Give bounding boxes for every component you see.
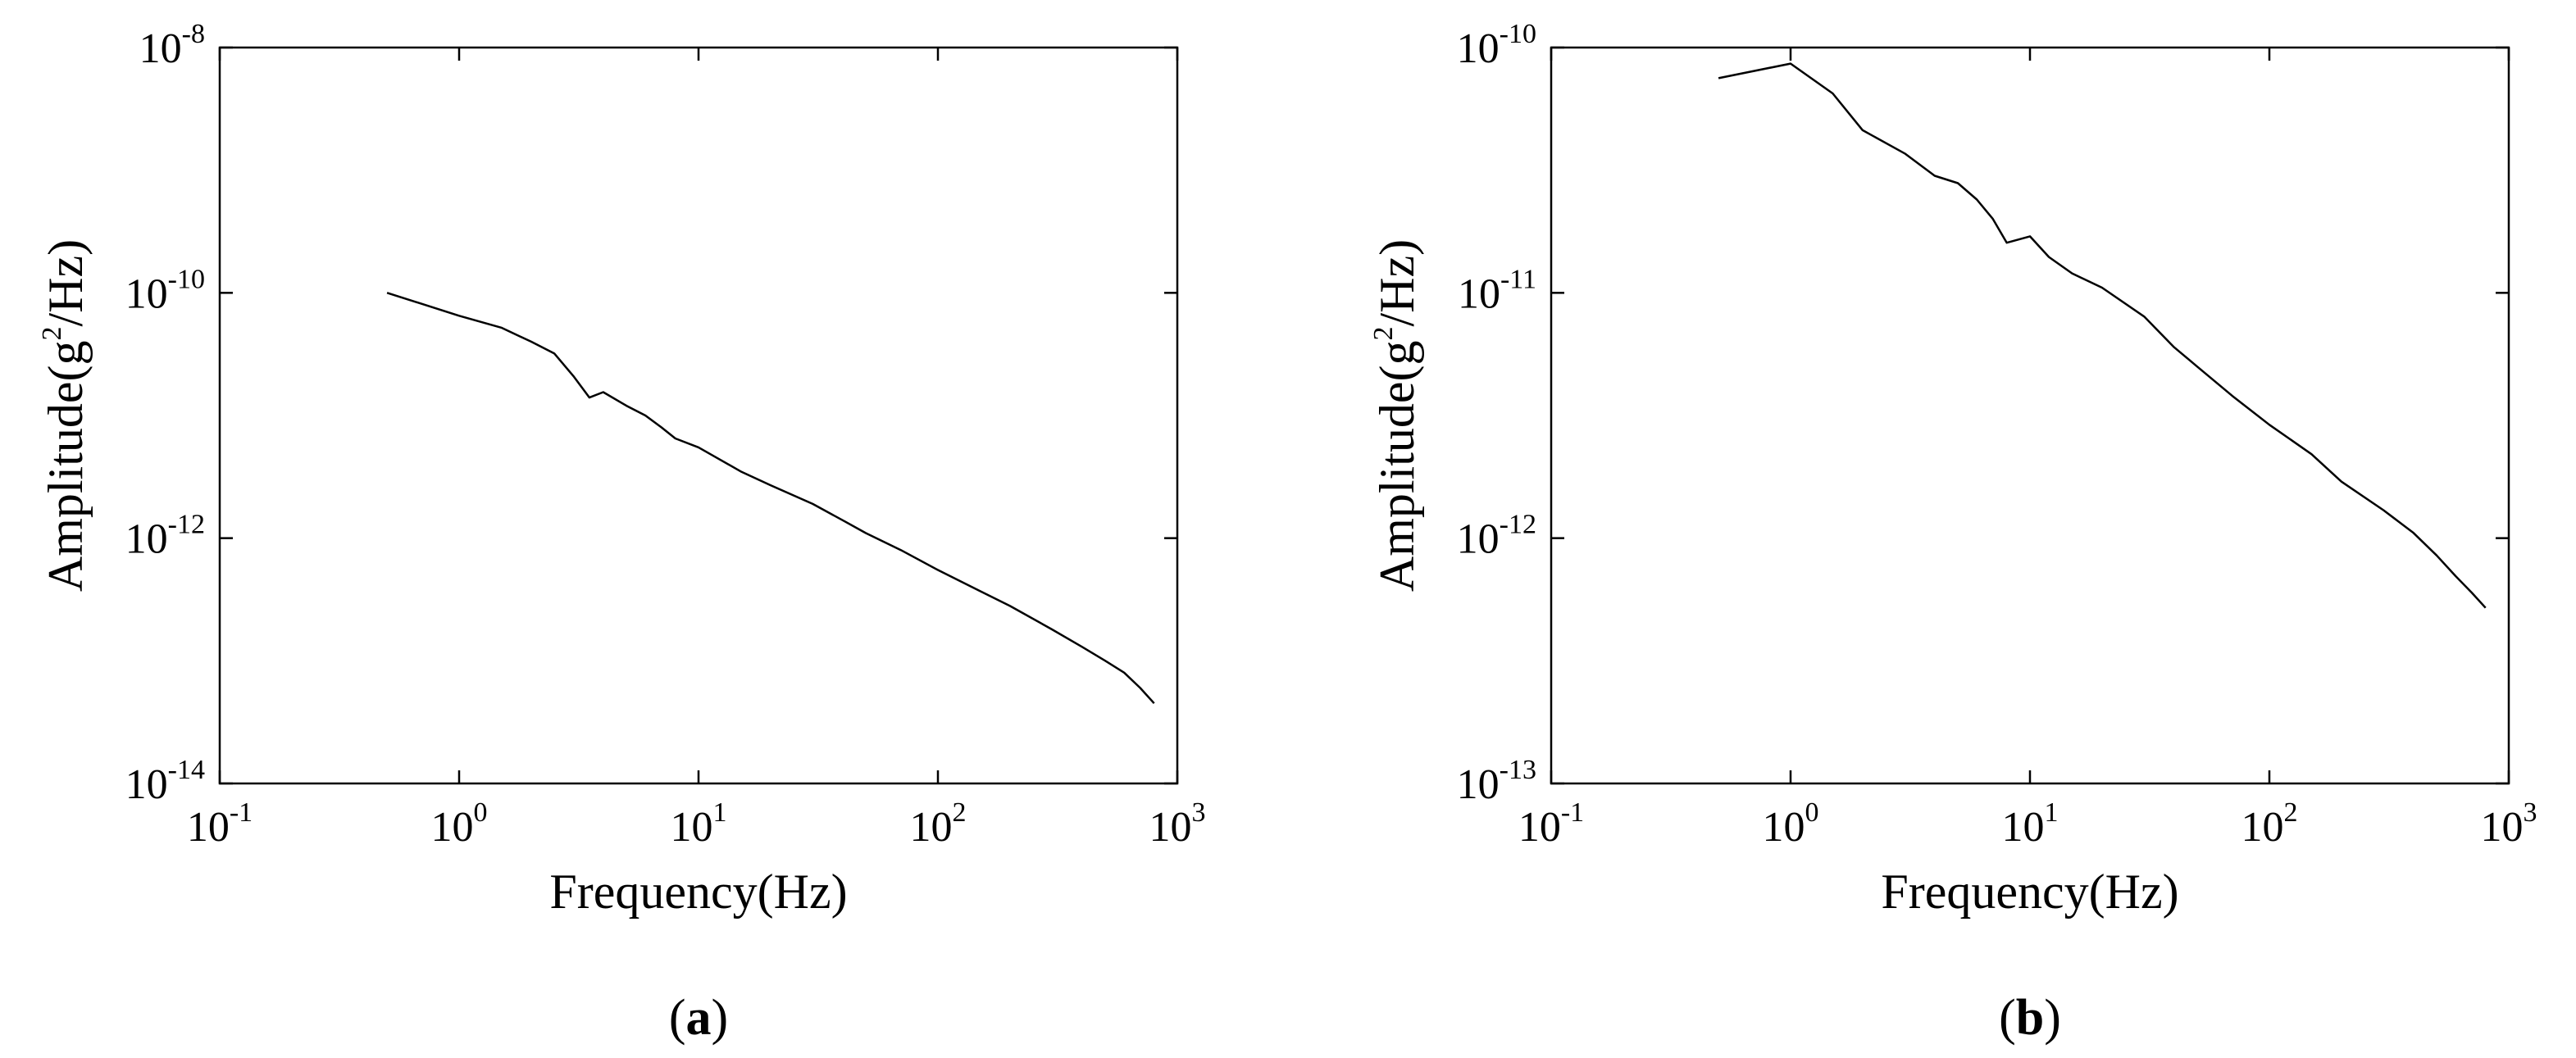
y-tick-label: 10-8 bbox=[139, 19, 205, 72]
series-line bbox=[386, 292, 1155, 705]
y-tick-label: 10-12 bbox=[1457, 510, 1536, 563]
plot-frame bbox=[1550, 46, 2510, 785]
x-tick-label: 10-1 bbox=[187, 797, 253, 851]
plot-frame bbox=[218, 46, 1179, 785]
chart-panel-a: 10-1 100 101 102 103 10-8 10-10 10-12 10-14 Frequ… bbox=[37, 19, 1206, 1046]
x-tick-label: 101 bbox=[2002, 797, 2059, 851]
y-tick-label: 10-12 bbox=[125, 510, 205, 563]
y-axis-label: Amplitude(g2/Hz) bbox=[1368, 239, 1424, 592]
series-line bbox=[1718, 62, 2487, 609]
x-axis-label: Frequency(Hz) bbox=[1881, 865, 2178, 919]
x-tick-label: 101 bbox=[671, 797, 727, 851]
y-tick-label: 10-13 bbox=[1457, 755, 1536, 808]
y-tick-label: 10-10 bbox=[125, 264, 205, 317]
panel-label: (a) bbox=[669, 990, 728, 1046]
panel-label: (b) bbox=[1999, 990, 2061, 1046]
x-tick-label: 102 bbox=[2241, 797, 2298, 851]
y-tick-label: 10-11 bbox=[1458, 264, 1536, 317]
y-axis-label: Amplitude(g2/Hz) bbox=[37, 239, 93, 592]
chart-panel-b: 10-1 100 101 102 103 10-10 10-11 10-12 10-13 Freq… bbox=[1368, 19, 2537, 1046]
y-tick-label: 10-14 bbox=[125, 755, 205, 808]
x-tick-label: 100 bbox=[1763, 797, 1819, 851]
x-tick-label: 100 bbox=[431, 797, 488, 851]
x-tick-label: 102 bbox=[910, 797, 967, 851]
x-tick-label: 103 bbox=[1149, 797, 1206, 851]
x-tick-label: 103 bbox=[2481, 797, 2537, 851]
x-tick-label: 10-1 bbox=[1518, 797, 1584, 851]
y-tick-label: 10-10 bbox=[1457, 19, 1536, 72]
x-axis-label: Frequency(Hz) bbox=[549, 865, 847, 919]
